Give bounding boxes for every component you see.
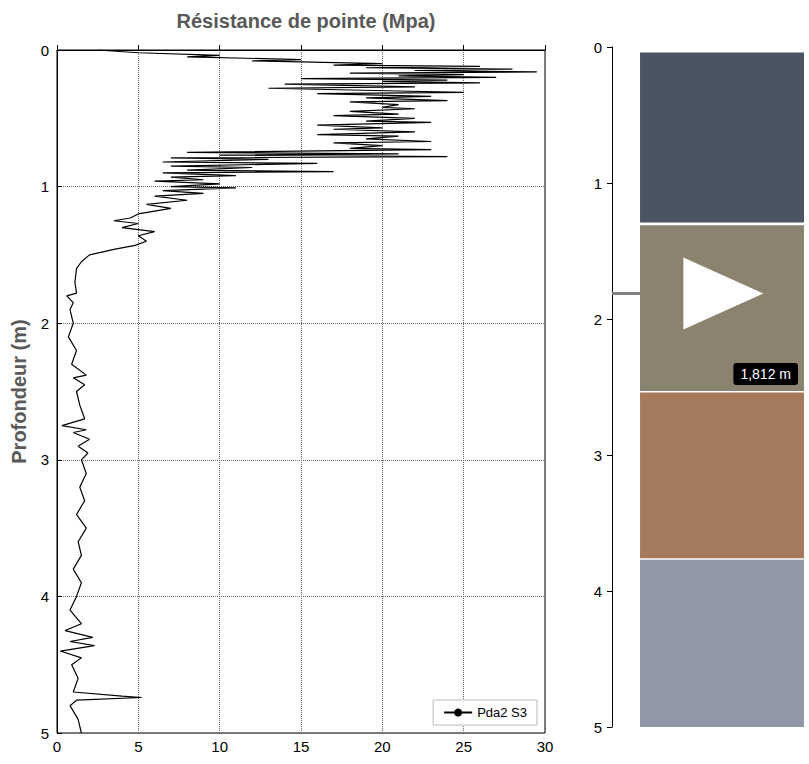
svg-text:1: 1 — [594, 175, 602, 192]
svg-text:30: 30 — [537, 738, 554, 755]
svg-text:2: 2 — [41, 315, 49, 332]
svg-text:3: 3 — [41, 451, 49, 468]
svg-text:4: 4 — [41, 588, 49, 605]
svg-text:5: 5 — [134, 738, 142, 755]
svg-text:15: 15 — [293, 738, 310, 755]
svg-text:3: 3 — [594, 447, 602, 464]
svg-text:Profondeur (m): Profondeur (m) — [8, 319, 30, 463]
svg-text:0: 0 — [41, 42, 49, 59]
svg-text:10: 10 — [211, 738, 228, 755]
svg-text:1,812 m: 1,812 m — [740, 366, 791, 382]
svg-text:1: 1 — [41, 178, 49, 195]
svg-text:5: 5 — [41, 725, 49, 742]
svg-text:25: 25 — [455, 738, 472, 755]
svg-text:Résistance de pointe (Mpa): Résistance de pointe (Mpa) — [177, 10, 436, 32]
svg-text:0: 0 — [53, 738, 61, 755]
svg-text:5: 5 — [594, 719, 602, 736]
svg-text:20: 20 — [374, 738, 391, 755]
svg-text:4: 4 — [594, 583, 602, 600]
svg-text:Pda2 S3: Pda2 S3 — [477, 705, 527, 720]
svg-text:0: 0 — [594, 39, 602, 56]
svg-text:2: 2 — [594, 311, 602, 328]
